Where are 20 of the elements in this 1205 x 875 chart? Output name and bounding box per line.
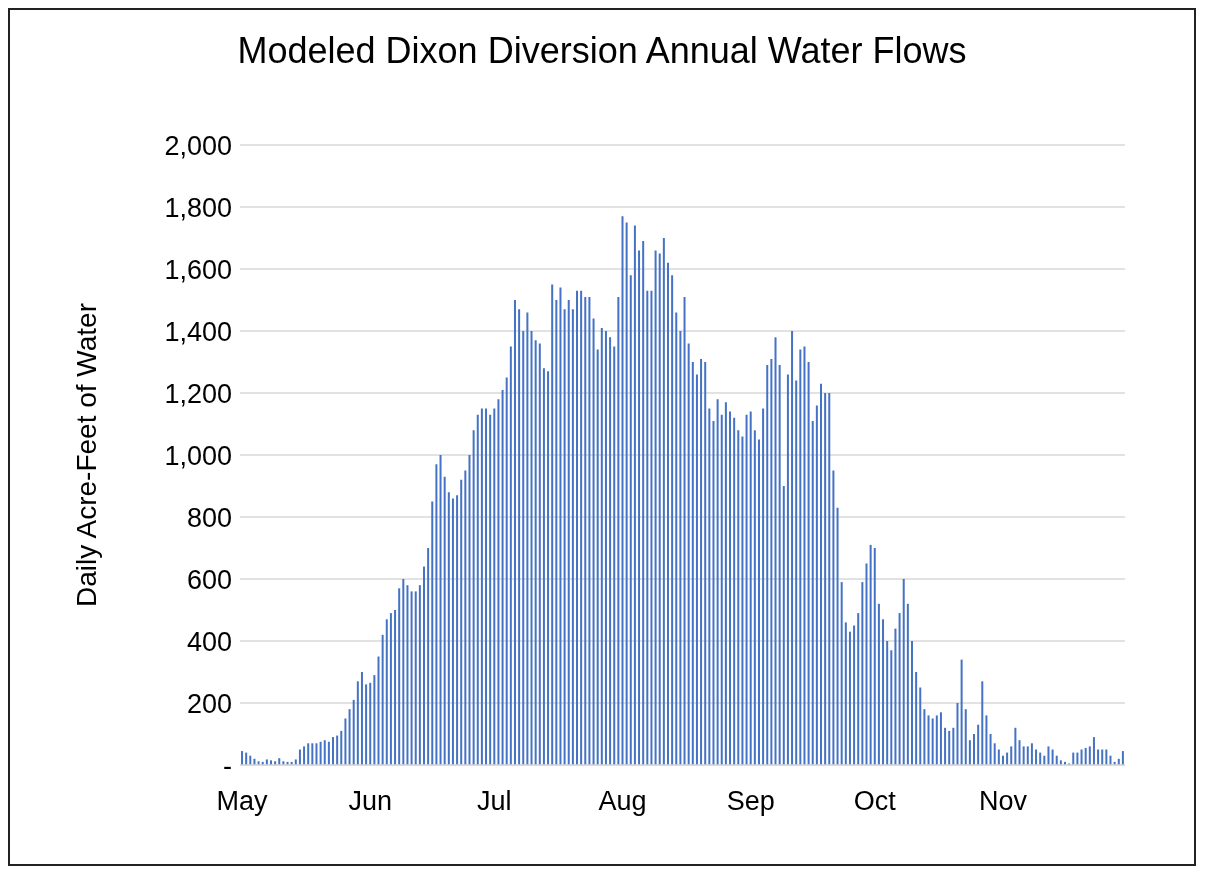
x-tick-label: Sep	[726, 786, 775, 817]
y-tick-label: 1,400	[164, 316, 232, 347]
x-tick-label: Aug	[598, 786, 647, 817]
y-tick-label: 2,000	[164, 130, 232, 161]
x-tick-label: May	[216, 786, 269, 817]
x-tick-label: Jun	[348, 786, 393, 817]
y-tick-label: 600	[186, 564, 232, 595]
y-tick-label: 800	[186, 502, 232, 533]
y-tick-label: -	[223, 750, 232, 781]
y-tick-label: 1,800	[164, 192, 232, 223]
chart-title: Modeled Dixon Diversion Annual Water Flows	[236, 30, 968, 72]
y-axis-title: Daily Acre-Feet of Water	[71, 303, 103, 607]
x-tick-label: Oct	[853, 786, 897, 817]
y-tick-label: 200	[186, 688, 232, 719]
y-tick-label: 1,200	[164, 378, 232, 409]
y-tick-label: 1,000	[164, 440, 232, 471]
y-tick-label: 1,600	[164, 254, 232, 285]
x-tick-label: Nov	[978, 786, 1028, 817]
x-tick-label: Jul	[477, 786, 512, 817]
y-tick-label: 400	[186, 626, 232, 657]
